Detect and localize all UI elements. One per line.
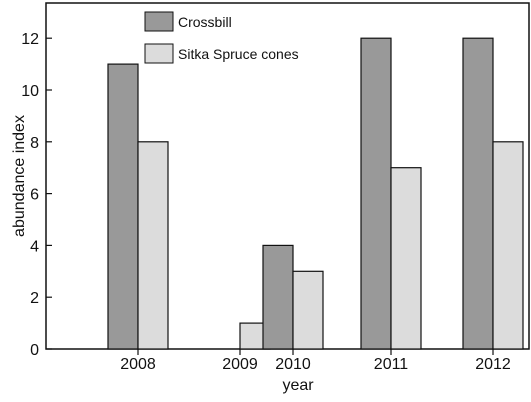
bar-sitka-spruce-cones-2008 [137, 141, 169, 350]
x-tick-label-2011: 2011 [374, 356, 409, 373]
bar-sitka-spruce-cones-2012 [492, 141, 524, 350]
legend-swatch-crossbill [144, 11, 174, 32]
legend-swatch-sitka-spruce-cones [144, 43, 174, 64]
bar-crossbill-2012 [462, 37, 494, 350]
x-axis-title: year [282, 377, 314, 394]
y-tick-label-12: 12 [21, 31, 39, 48]
y-axis-title: abundance index [11, 115, 28, 237]
bars-layer [107, 37, 524, 350]
y-tick-label-8: 8 [30, 135, 39, 152]
legend: Crossbill Sitka Spruce cones [144, 11, 299, 64]
x-tick-label-2010: 2010 [275, 356, 311, 373]
legend-label-sitka-spruce-cones: Sitka Spruce cones [178, 46, 299, 62]
legend-label-crossbill: Crossbill [178, 14, 232, 30]
y-tick-label-6: 6 [30, 187, 39, 204]
y-tick-label-0: 0 [30, 342, 39, 359]
y-tick-label-10: 10 [21, 83, 39, 100]
bar-sitka-spruce-cones-2011 [390, 167, 422, 350]
x-axis: 2008 2009 2010 2011 2012 [120, 349, 511, 373]
bar-sitka-spruce-cones-2010 [292, 270, 324, 350]
x-tick-label-2008: 2008 [120, 356, 156, 373]
y-tick-label-4: 4 [30, 238, 39, 255]
bar-crossbill-2011 [360, 37, 392, 350]
bar-crossbill-2010 [262, 244, 294, 350]
x-tick-label-2012: 2012 [475, 356, 511, 373]
y-tick-label-2: 2 [30, 290, 39, 307]
bar-crossbill-2008 [107, 63, 139, 350]
y-axis: 0 2 4 6 8 10 12 [21, 31, 52, 359]
x-tick-label-2009: 2009 [222, 356, 258, 373]
